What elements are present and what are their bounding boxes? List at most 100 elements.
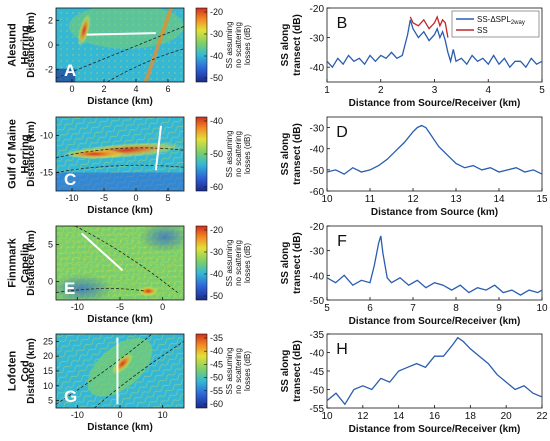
map-patch [56, 274, 114, 300]
colorbar-tick-label: -30 [210, 247, 223, 257]
map-y-tick-label: 0 [48, 40, 53, 50]
depth-contour [56, 288, 146, 293]
x-tick-label: 3 [432, 85, 438, 96]
colorbar-tick-label: -30 [210, 29, 223, 39]
colorbar-tick-label: -45 [210, 359, 223, 369]
transect-line [154, 125, 162, 171]
panel-letter: F [337, 233, 347, 250]
map-x-tick-label: 0 [69, 84, 74, 94]
x-tick-label: 2 [378, 85, 384, 96]
region-label-line: Gulf of Maine [7, 119, 19, 189]
x-tick-label: 14 [493, 194, 505, 205]
colorbar-label-line: losses (dB) [243, 243, 252, 283]
x-tick-label: 20 [501, 411, 513, 422]
colorbar-label-line: SS assuming [225, 21, 234, 68]
map-y-tick-label: 5 [48, 396, 53, 406]
map-x-tick-label: 0 [117, 410, 122, 420]
map-y-tick-label: -15 [40, 168, 53, 178]
map-image [56, 226, 184, 300]
transect-line [86, 32, 156, 36]
x-tick-label: 11 [365, 194, 376, 205]
region-label: Gulf of MaineHerring [7, 119, 32, 189]
map-x-tick-label: -10 [65, 193, 78, 203]
panel-letter: D [336, 124, 348, 141]
y-tick-label: -55 [310, 404, 325, 415]
x-tick-label: 7 [410, 303, 416, 314]
map-x-tick-label: -10 [71, 302, 84, 312]
colorbar-tick-label: -50 [210, 73, 223, 83]
y-axis-label-line: SS along [280, 133, 291, 176]
series-line-primary [327, 19, 542, 69]
y-tick-label: -20 [310, 222, 325, 233]
x-tick-label: 10 [321, 194, 333, 205]
region-label-line: Finnmark [7, 237, 19, 287]
y-tick-label: -20 [310, 4, 325, 15]
x-tick-label: 16 [429, 411, 441, 422]
colorbar-tick-label: -40 [210, 269, 223, 279]
x-tick-label: 15 [536, 194, 548, 205]
y-axis-label-line: SS along [280, 24, 291, 67]
y-tick-label: -30 [310, 34, 325, 45]
map-x-tick-label: -5 [116, 302, 124, 312]
x-tick-label: 14 [393, 411, 405, 422]
y-tick-label: -40 [310, 271, 325, 282]
map-y-label: Distance (km) [26, 338, 37, 404]
map-image [56, 334, 184, 408]
colorbar-label-line: losses (dB) [243, 25, 252, 65]
panel-letter: H [336, 341, 348, 358]
region-label-line: Alesund [7, 23, 19, 66]
series-line-primary [327, 235, 542, 296]
colorbar-gradient [195, 333, 208, 409]
region-label-line: Cod [20, 360, 32, 381]
region-label-line: Herring [20, 25, 32, 64]
map-image [56, 8, 184, 82]
colorbar-tick-label: -20 [210, 7, 223, 17]
colorbar-tick-label: -40 [210, 116, 223, 126]
scatter-hotspot [62, 149, 127, 159]
map-x-tick-label: 0 [160, 302, 165, 312]
line-chart-b: 1 2 3 4 5 -20 -30 -40 B Distance from Source/Rece… [280, 4, 545, 109]
map-y-tick-label: 25 [43, 336, 53, 346]
y-tick-label: -40 [310, 145, 325, 156]
y-axis-label-line: SS along [280, 242, 291, 285]
scatter-hotspot [138, 286, 159, 297]
panel-letter: B [337, 15, 348, 32]
map-y-tick-label: 15 [43, 366, 53, 376]
legend-label: SS-ΔSPL2way [477, 15, 525, 26]
map-x-label: Distance (km) [87, 96, 153, 107]
colorbar-label-line: no scattering [234, 348, 243, 394]
y-tick-label: -35 [310, 330, 325, 341]
plot-frame [326, 116, 543, 192]
colorbar-label-line: losses (dB) [243, 134, 252, 174]
y-axis-label: SS alongtransect (dB) [280, 232, 303, 294]
line-chart-d: 10 11 12 13 14 15 -30 -40 -50 -60 D Distance from S… [280, 116, 548, 218]
map-y-label: Distance (km) [26, 121, 37, 187]
y-tick-label: -45 [310, 367, 325, 378]
region-label: LofotenCod [7, 351, 32, 392]
region-label-line: Lofoten [7, 351, 19, 392]
map-y-tick-label: 20 [43, 351, 53, 361]
region-label-line: Capelin [20, 243, 32, 283]
colorbar-label: SS assumingno scatteringlosses (dB) [225, 347, 252, 394]
map-x-tick-label: 5 [165, 193, 170, 203]
x-tick-label: 9 [496, 303, 502, 314]
colorbar-label-line: no scattering [234, 22, 243, 68]
map-frame [55, 116, 185, 192]
y-axis-label-line: transect (dB) [292, 14, 303, 76]
map-patch [56, 172, 184, 191]
map-y-label: Distance (km) [26, 230, 37, 296]
map-x-tick-label: -5 [100, 193, 108, 203]
series-line-primary [327, 336, 542, 406]
x-axis-label: Distance from Source (km) [371, 207, 498, 218]
legend-subscript: 2way [511, 20, 525, 26]
colorbar-tick-label: -60 [210, 182, 223, 192]
scatter-band [143, 8, 174, 82]
map-x-label: Distance (km) [87, 422, 153, 433]
legend-label: SS [477, 26, 488, 35]
plot-frame [326, 225, 543, 301]
